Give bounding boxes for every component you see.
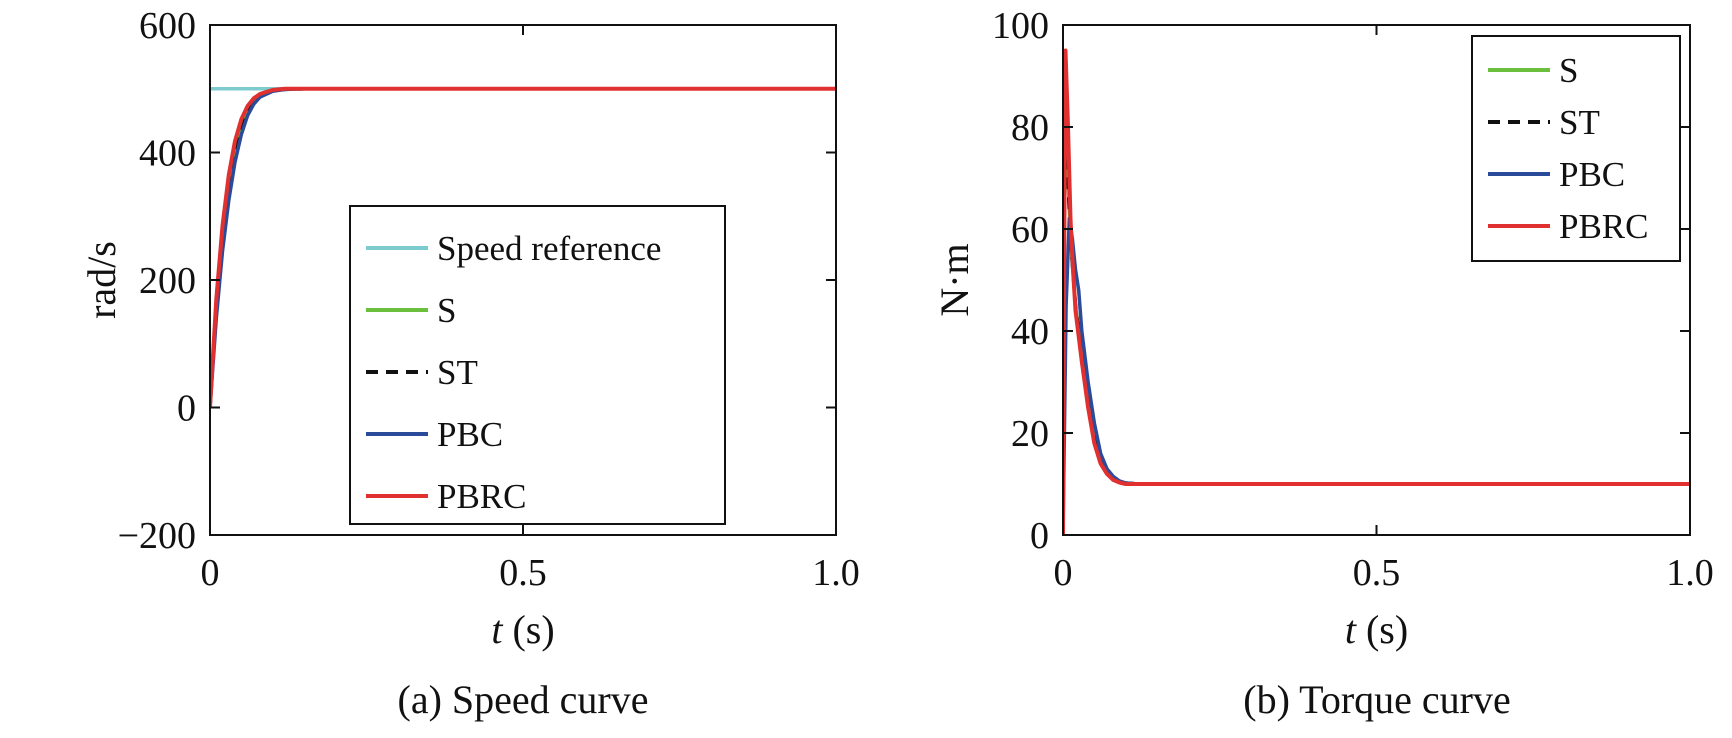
- figure-caption: (b) Torque curve: [1243, 677, 1510, 722]
- x-tick-label: 0: [201, 552, 220, 594]
- legend: S ST PBC PBRC: [1471, 35, 1681, 262]
- series-line-pbrc: [210, 86, 836, 408]
- legend-label: S: [437, 291, 456, 330]
- x-axis-label: t (s): [491, 607, 554, 652]
- legend-label: PBRC: [437, 477, 527, 516]
- legend-label: PBC: [437, 415, 503, 454]
- x-axis-label-unit: (s): [1356, 607, 1408, 652]
- y-tick-label: 100: [992, 5, 1049, 47]
- y-tick-label: −200: [118, 515, 196, 557]
- legend-label: ST: [1559, 103, 1600, 142]
- plot-area: [210, 86, 836, 408]
- legend-label: PBC: [1559, 155, 1625, 194]
- y-tick-label: 0: [1030, 515, 1049, 557]
- plot-area: [1063, 48, 1690, 535]
- legend-label: S: [1559, 51, 1578, 90]
- x-axis-label-var: t: [491, 607, 503, 652]
- x-axis-label-unit: (s): [502, 607, 554, 652]
- torque-chart-panel: 0 0.5 1.0 0 20 40 60 80 100 t (s) N·m (b) Torque cu…: [932, 5, 1714, 722]
- legend: Speed reference S ST PBC PBRC: [349, 205, 726, 525]
- x-axis-label: t (s): [1345, 607, 1408, 652]
- series-line-pbrc: [1063, 48, 1690, 535]
- series-line-pbc: [1063, 217, 1690, 535]
- y-tick-label: 0: [177, 388, 196, 430]
- y-tick-label: 600: [139, 5, 196, 47]
- figure-caption: (a) Speed curve: [398, 677, 649, 722]
- legend-label: PBRC: [1559, 207, 1649, 246]
- x-axis-label-var: t: [1345, 607, 1357, 652]
- legend-box: [1471, 35, 1681, 262]
- legend-box: [349, 205, 726, 525]
- y-tick-label: 400: [139, 133, 196, 175]
- y-tick-label: 60: [1011, 209, 1049, 251]
- y-tick-label: 200: [139, 260, 196, 302]
- legend-label: ST: [437, 353, 478, 392]
- y-tick-label: 80: [1011, 107, 1049, 149]
- x-tick-label: 1.0: [812, 552, 860, 594]
- x-tick-label: 1.0: [1666, 552, 1714, 594]
- legend-label: Speed reference: [437, 229, 661, 268]
- x-tick-label: 0.5: [499, 552, 547, 594]
- x-tick-label: 0.5: [1353, 552, 1401, 594]
- y-tick-label: 20: [1011, 413, 1049, 455]
- y-axis-label: rad/s: [79, 241, 124, 319]
- y-axis-label: N·m: [932, 243, 977, 316]
- y-tick-label: 40: [1011, 311, 1049, 353]
- x-tick-label: 0: [1054, 552, 1073, 594]
